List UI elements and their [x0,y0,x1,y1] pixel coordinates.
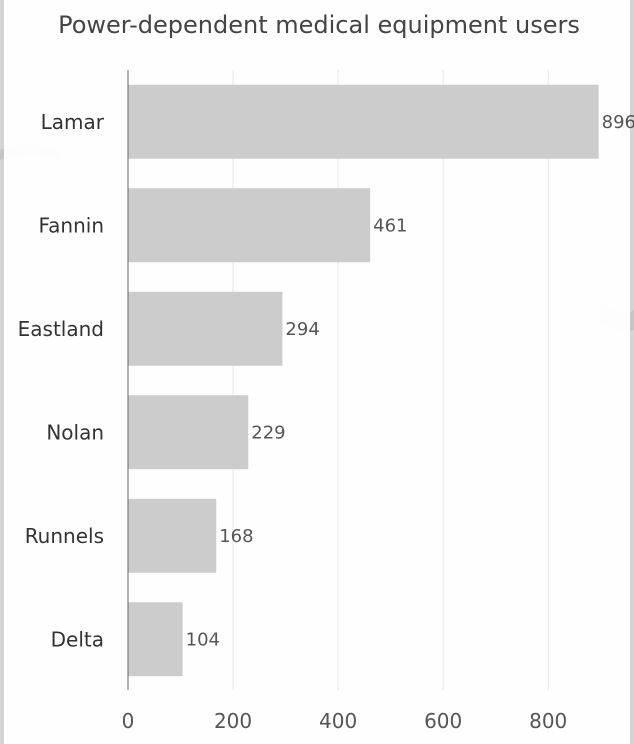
value-label: 104 [186,629,220,650]
x-tick-label: 400 [319,709,357,733]
bar-runnels[interactable] [128,498,217,573]
value-label: 896 [602,112,634,133]
category-label: Delta [51,627,104,651]
bar-delta[interactable] [128,602,183,677]
x-tick-label: 600 [424,709,462,733]
category-label: Lamar [41,110,105,134]
value-label: 168 [219,526,253,547]
x-axis-ticks: 0 200 400 600 800 [122,709,568,733]
bar-eastland[interactable] [128,291,283,366]
value-label: 229 [251,422,285,443]
category-label: Eastland [18,317,104,341]
category-label: Nolan [46,420,104,444]
chart-title: Power-dependent medical equipment users [58,11,580,39]
x-tick-label: 0 [122,709,135,733]
category-labels: Lamar Fannin Eastland Nolan Runnels Delta [18,110,105,652]
value-label: 294 [285,319,319,340]
bar-lamar[interactable] [128,84,599,159]
bar-fannin[interactable] [128,188,371,263]
value-labels: 896 461 294 229 168 104 [186,112,634,651]
grid-lines [232,70,549,690]
bar-nolan[interactable] [128,395,249,470]
category-label: Fannin [38,213,104,237]
category-label: Runnels [25,524,104,548]
value-label: 461 [373,215,407,236]
bars [128,84,599,677]
x-tick-label: 200 [214,709,252,733]
x-tick-label: 800 [529,709,567,733]
